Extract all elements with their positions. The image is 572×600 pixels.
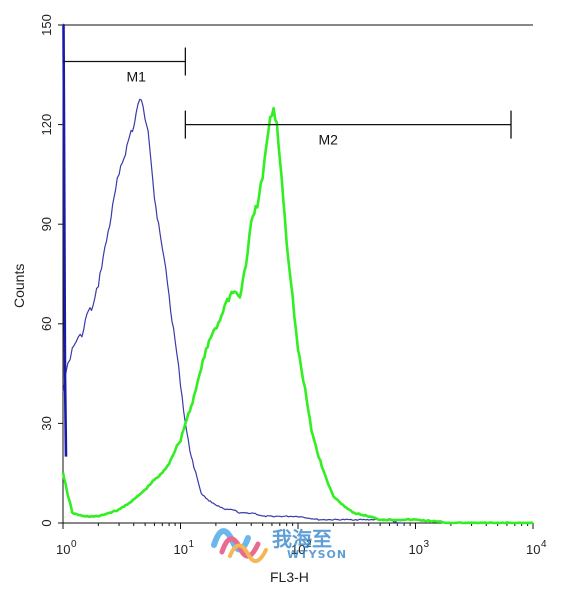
x-tick-exponent: 4 (541, 539, 547, 550)
x-tick-label: 10 (56, 542, 70, 557)
x-tick-label: 10 (174, 542, 188, 557)
watermark-brand: 我海至 (272, 527, 332, 551)
series-line-3 (62, 23, 68, 457)
marker-m2-label: M2 (318, 132, 338, 148)
x-tick-exponent: 0 (71, 539, 77, 550)
watermark-sub: WTYSON (287, 548, 347, 561)
x-axis-title: FL3-H (270, 569, 309, 585)
marker-m1-label: M1 (126, 69, 146, 85)
x-tick-label: 10 (291, 542, 305, 557)
y-tick-label: 60 (39, 317, 54, 331)
x-tick-exponent: 2 (306, 539, 312, 550)
gate-markers: M1 M2 (63, 47, 512, 148)
y-tick-label: 30 (39, 416, 54, 430)
histogram-series (61, 23, 534, 525)
x-tick-label: 10 (526, 542, 540, 557)
y-tick-label: 120 (39, 114, 54, 136)
watermark-mark-icon (211, 528, 268, 563)
y-tick-label: 90 (39, 217, 54, 231)
x-tick-exponent: 1 (189, 539, 195, 550)
x-axis-ticks: 10 0 10 1 10 2 10 3 10 4 (56, 523, 547, 557)
series-line-2 (61, 106, 534, 525)
watermark-logo: 我海至 WTYSON (211, 527, 347, 563)
x-tick-exponent: 3 (424, 539, 430, 550)
y-tick-label: 0 (39, 519, 54, 526)
y-axis-title: Counts (11, 264, 27, 308)
series-line-1 (62, 98, 405, 524)
y-axis-ticks: 0 30 60 90 120 150 (39, 14, 63, 527)
plot-frame (63, 25, 533, 523)
x-tick-label: 10 (409, 542, 423, 557)
y-tick-label: 150 (39, 14, 54, 36)
